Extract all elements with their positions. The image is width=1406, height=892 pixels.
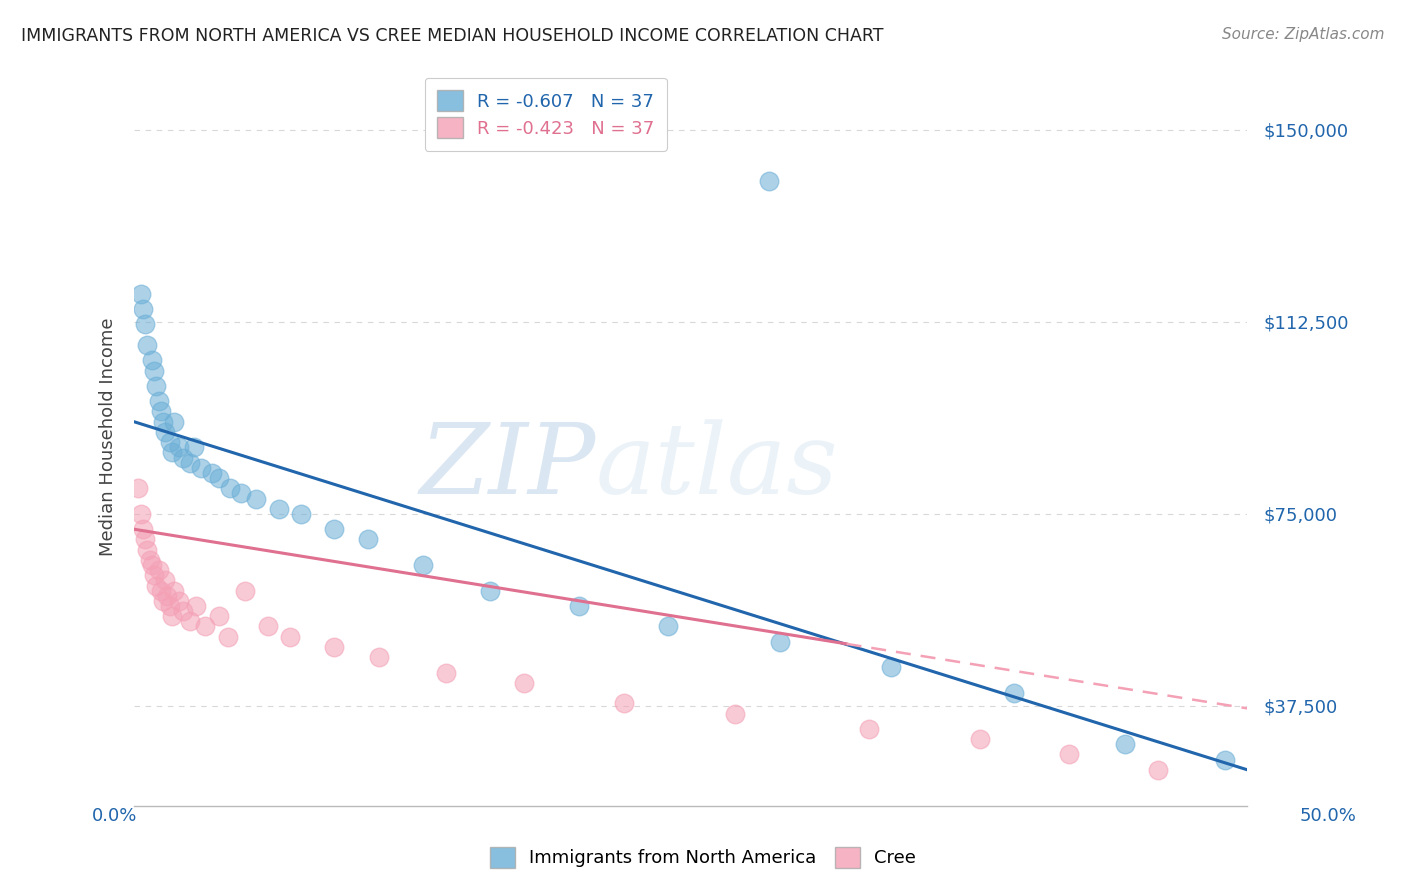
Point (136, 542, 159, 557)
Text: 50.0%: 50.0% (1301, 807, 1357, 825)
Point (769, 635, 792, 649)
Point (136, 338, 159, 352)
Point (323, 640, 346, 654)
Text: atlas: atlas (596, 419, 839, 514)
Point (183, 440, 205, 454)
Point (167, 594, 190, 608)
Point (190, 460, 212, 475)
Point (858, 722, 880, 736)
Point (434, 665, 457, 680)
Point (149, 583, 172, 598)
Point (148, 394, 170, 409)
Point (127, 481, 149, 495)
Point (159, 435, 181, 450)
Point (194, 619, 217, 633)
Point (229, 486, 252, 500)
Point (143, 568, 166, 582)
Point (134, 318, 156, 332)
Point (235, 583, 257, 598)
Point (657, 619, 679, 633)
Text: Source: ZipAtlas.com: Source: ZipAtlas.com (1222, 27, 1385, 42)
Point (152, 415, 174, 429)
Point (357, 533, 380, 547)
Point (179, 456, 201, 470)
Point (132, 302, 155, 317)
Point (208, 471, 231, 485)
Point (613, 696, 636, 710)
Point (172, 450, 194, 465)
Point (160, 445, 183, 459)
Point (141, 353, 163, 368)
Text: 0.0%: 0.0% (91, 807, 136, 825)
Point (145, 578, 167, 592)
Point (758, 174, 780, 188)
Point (153, 574, 176, 588)
Text: ZIP: ZIP (420, 419, 596, 514)
Point (201, 466, 224, 480)
Legend: Immigrants from North America, Cree: Immigrants from North America, Cree (479, 836, 927, 879)
Point (218, 481, 240, 495)
Point (163, 583, 186, 598)
Point (149, 404, 172, 418)
Point (880, 660, 903, 674)
Point (1002, 686, 1025, 700)
Point (412, 558, 434, 572)
Point (290, 507, 312, 521)
Point (1213, 753, 1236, 767)
Point (323, 522, 346, 536)
Point (172, 604, 194, 618)
Point (153, 425, 176, 439)
Point (179, 615, 201, 629)
Point (143, 363, 166, 377)
Point (152, 594, 174, 608)
Point (1057, 747, 1080, 762)
Point (512, 675, 534, 690)
Point (568, 599, 591, 613)
Point (148, 563, 170, 577)
Point (245, 491, 267, 506)
Point (167, 440, 190, 454)
Point (267, 501, 290, 516)
Point (217, 630, 239, 644)
Y-axis label: Median Household Income: Median Household Income (100, 318, 117, 557)
Point (969, 732, 991, 747)
Point (132, 522, 155, 536)
Point (141, 558, 163, 572)
Point (479, 583, 502, 598)
Point (134, 533, 156, 547)
Legend: R = -0.607   N = 37, R = -0.423   N = 37: R = -0.607 N = 37, R = -0.423 N = 37 (425, 78, 666, 151)
Point (278, 630, 301, 644)
Point (160, 609, 183, 624)
Point (156, 589, 179, 603)
Point (159, 599, 181, 613)
Point (1147, 763, 1170, 777)
Point (208, 609, 231, 624)
Point (186, 599, 208, 613)
Point (145, 379, 167, 393)
Point (129, 507, 152, 521)
Point (129, 286, 152, 301)
Point (256, 619, 278, 633)
Text: IMMIGRANTS FROM NORTH AMERICA VS CREE MEDIAN HOUSEHOLD INCOME CORRELATION CHART: IMMIGRANTS FROM NORTH AMERICA VS CREE ME… (21, 27, 883, 45)
Point (724, 706, 747, 721)
Point (1114, 737, 1136, 751)
Point (163, 415, 186, 429)
Point (138, 553, 160, 567)
Point (368, 650, 391, 665)
